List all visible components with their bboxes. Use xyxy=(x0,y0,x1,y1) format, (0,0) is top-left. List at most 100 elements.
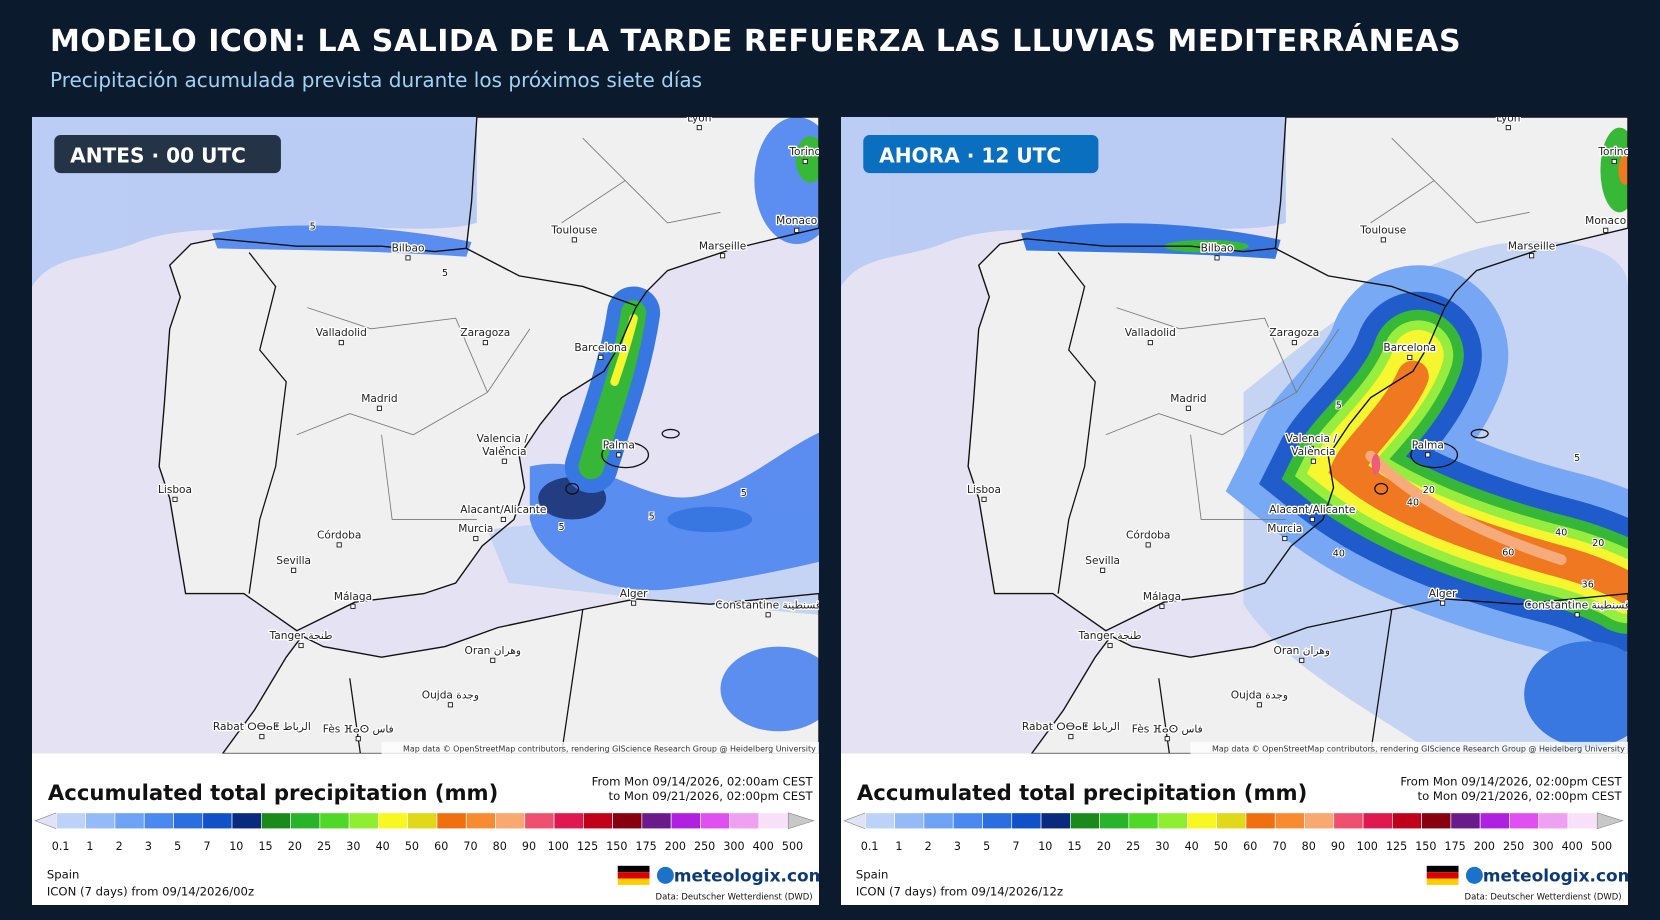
scale-label: 200 xyxy=(1474,840,1495,853)
colorbar-box xyxy=(982,812,1013,830)
scale-label: 2 xyxy=(925,840,932,853)
city-label: Málaga xyxy=(334,591,372,603)
city-label: Bilbao xyxy=(392,243,425,255)
legend-title: Accumulated total precipitation (mm) xyxy=(48,780,498,805)
city-label: Alger xyxy=(620,588,648,600)
city-label: Torino xyxy=(1597,146,1628,158)
city-label: Toulouse xyxy=(550,225,597,237)
map: 40 40 20 60 40 20 5 5 36 Lyon Torino Monaco Toulouse… xyxy=(841,117,1628,754)
colorbar-box xyxy=(670,812,701,830)
colorbar-box xyxy=(1187,812,1218,830)
colorbar-box xyxy=(1011,812,1042,830)
colorbar-box xyxy=(1479,812,1510,830)
city-marker xyxy=(1164,736,1170,742)
city-marker xyxy=(172,496,178,502)
scale-label: 175 xyxy=(636,840,657,853)
scale-label: 30 xyxy=(1155,840,1169,853)
city-label: Lyon xyxy=(687,117,711,124)
city-label: Sevilla xyxy=(276,555,311,567)
model-run: ICON (7 days) from 09/14/2026/00z xyxy=(47,884,254,898)
map-svg: 5 5 5 5 5 Lyon Torino Monaco Toulouse Marseille Bi… xyxy=(32,117,819,905)
scale-label: 5 xyxy=(983,840,990,853)
city-label: Córdoba xyxy=(1126,530,1170,542)
scale-label: 7 xyxy=(1012,840,1019,853)
badge: ANTES · 00 UTC xyxy=(70,144,246,168)
city-label: Constantine قسنطينة xyxy=(715,599,819,611)
scale-label: 25 xyxy=(1126,840,1140,853)
scale-label: 70 xyxy=(1272,840,1286,853)
city-marker xyxy=(1214,255,1220,261)
scale-label: 500 xyxy=(1591,840,1612,853)
island xyxy=(565,482,580,495)
colorbar-box xyxy=(1128,812,1159,830)
flag xyxy=(1426,865,1459,873)
brand: meteologix.com xyxy=(1483,866,1628,886)
border xyxy=(1057,252,1096,594)
contour-label: 60 xyxy=(1502,547,1514,558)
land xyxy=(222,593,819,754)
city-marker xyxy=(1159,603,1165,609)
city-marker xyxy=(376,405,382,411)
colorbar-box xyxy=(553,812,584,830)
island xyxy=(1374,482,1389,495)
legend-title: Accumulated total precipitation (mm) xyxy=(857,780,1307,805)
colorbar-box xyxy=(378,812,409,830)
legend: Accumulated total precipitation (mm) From… xyxy=(841,753,1628,905)
city-marker xyxy=(259,734,265,740)
city-marker xyxy=(1603,227,1609,233)
city-marker xyxy=(696,125,702,131)
scale-label: 250 xyxy=(694,840,715,853)
scale-label: 1 xyxy=(86,840,93,853)
colorbar-box xyxy=(1450,812,1481,830)
scale-label: 40 xyxy=(1185,840,1199,853)
scale-label: 100 xyxy=(548,840,569,853)
valid-from: From Mon 09/14/2026, 02:00am CEST xyxy=(592,774,814,788)
precip-area xyxy=(720,646,819,732)
colorbar-box xyxy=(407,812,438,830)
valid-to: to Mon 09/21/2026, 02:00pm CEST xyxy=(1418,789,1623,803)
city-label: Marseille xyxy=(699,240,746,252)
precipitation xyxy=(841,117,1628,754)
city-marker xyxy=(1100,567,1106,573)
colorbar-arrow xyxy=(787,812,815,830)
flag xyxy=(617,865,650,873)
colorbar-box xyxy=(1567,812,1598,830)
colorbar-box xyxy=(612,812,643,830)
colorbar-box xyxy=(436,812,467,830)
precip-area xyxy=(1365,450,1567,566)
city-marker xyxy=(1309,516,1315,523)
city-marker xyxy=(501,458,507,464)
city-label: Barcelona xyxy=(574,342,627,354)
scale-label: 0.1 xyxy=(52,840,70,853)
scale-label: 400 xyxy=(753,840,774,853)
scale-label: 175 xyxy=(1445,840,1466,853)
city-marker xyxy=(482,340,488,346)
precip-area xyxy=(1600,127,1628,213)
border xyxy=(1274,247,1445,307)
contour-label: 20 xyxy=(1423,485,1435,496)
city-label: Marseille xyxy=(1508,240,1555,252)
scale-label: 90 xyxy=(1331,840,1345,853)
contour-label: 40 xyxy=(1555,527,1567,538)
colorbar-box xyxy=(85,812,116,830)
badge: AHORA · 12 UTC xyxy=(879,144,1061,168)
colorbar-box xyxy=(231,812,262,830)
city-marker xyxy=(1145,542,1151,548)
city-marker xyxy=(350,603,356,609)
city-marker xyxy=(355,736,361,742)
scale-label: 70 xyxy=(463,840,477,853)
badge-bg xyxy=(54,135,281,174)
colorbar-box xyxy=(1274,812,1305,830)
city-label: Madrid xyxy=(1170,393,1206,405)
colorbar-box xyxy=(319,812,350,830)
scale-label: 40 xyxy=(376,840,390,853)
city-label: Murcia xyxy=(1267,523,1302,535)
flag xyxy=(1426,878,1459,885)
city-label: Rabat ⵔⴱⴰⵟ الرباط xyxy=(1022,721,1120,733)
city-marker xyxy=(500,516,506,523)
scale-label: 3 xyxy=(145,840,152,853)
city-marker xyxy=(405,255,411,261)
city-marker xyxy=(1574,612,1580,618)
colorbar-box xyxy=(894,812,925,830)
city-marker xyxy=(338,340,344,346)
